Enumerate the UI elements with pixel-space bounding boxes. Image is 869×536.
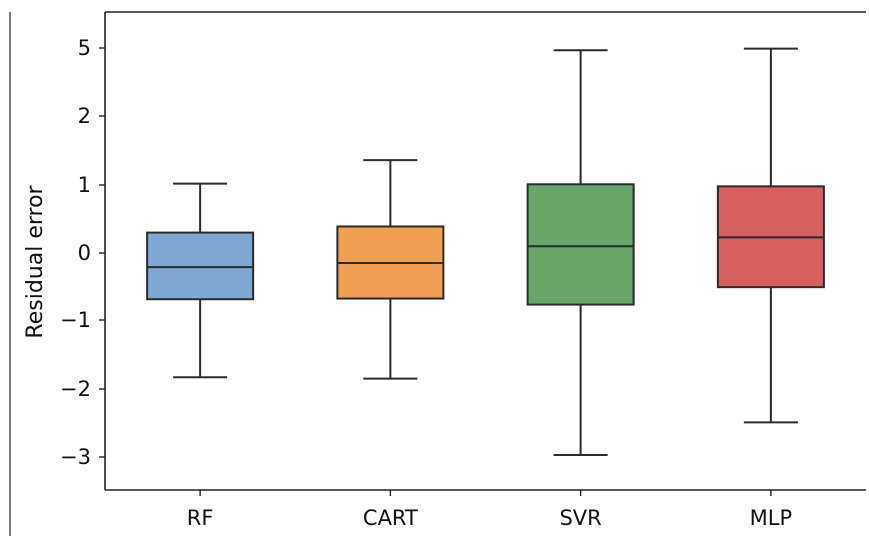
x-tick-label: RF	[187, 506, 214, 530]
x-tick-label: CART	[363, 506, 418, 530]
box-cart	[336, 159, 445, 380]
y-tick-label: 0	[78, 241, 91, 265]
y-axis-label: Residual error	[23, 184, 48, 338]
box-mlp	[716, 47, 825, 424]
box-rf	[146, 182, 255, 379]
y-axis-ticks: 5 2 1 0 −1 −2 −3	[60, 36, 105, 469]
y-tick-label: 1	[78, 173, 91, 197]
x-tick-label: SVR	[559, 506, 601, 530]
y-tick-label: −1	[60, 308, 91, 332]
iqr-box	[526, 183, 635, 306]
box-svr	[526, 49, 635, 456]
y-tick-label: 5	[78, 36, 91, 60]
x-tick-label: MLP	[750, 506, 792, 530]
y-tick-label: −3	[60, 445, 91, 469]
boxes-group	[146, 47, 825, 456]
y-tick-label: 2	[78, 104, 91, 128]
x-axis-ticks: RF CART SVR MLP	[187, 490, 792, 530]
y-tick-label: −2	[60, 377, 91, 401]
plot-frame	[104, 12, 866, 491]
iqr-box	[146, 231, 255, 301]
